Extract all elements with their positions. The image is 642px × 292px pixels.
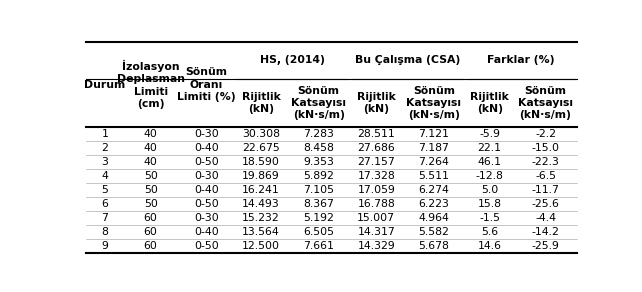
Text: Bu Çalışma (CSA): Bu Çalışma (CSA) [355, 55, 460, 65]
Text: 0-30: 0-30 [194, 213, 219, 223]
Text: Sönüm
Katsayısı
(kN·s/m): Sönüm Katsayısı (kN·s/m) [518, 86, 573, 121]
Text: 5.892: 5.892 [303, 171, 334, 181]
Text: 28.511: 28.511 [358, 129, 395, 139]
Text: 5.511: 5.511 [419, 171, 449, 181]
Text: -2.2: -2.2 [535, 129, 556, 139]
Text: -25.6: -25.6 [532, 199, 559, 209]
Text: -6.5: -6.5 [535, 171, 556, 181]
Text: 17.328: 17.328 [358, 171, 395, 181]
Text: 8.367: 8.367 [303, 199, 334, 209]
Text: 0-50: 0-50 [194, 157, 219, 167]
Text: 40: 40 [144, 129, 158, 139]
Text: Rijitlik
(kN): Rijitlik (kN) [471, 92, 509, 114]
Text: -12.8: -12.8 [476, 171, 503, 181]
Text: 16.241: 16.241 [242, 185, 280, 195]
Text: 8.458: 8.458 [303, 143, 334, 153]
Text: -14.2: -14.2 [532, 227, 559, 237]
Text: 4.964: 4.964 [419, 213, 449, 223]
Text: 15.232: 15.232 [242, 213, 280, 223]
Text: 22.1: 22.1 [478, 143, 501, 153]
Text: 19.869: 19.869 [242, 171, 280, 181]
Text: 7.121: 7.121 [419, 129, 449, 139]
Text: 7.264: 7.264 [419, 157, 449, 167]
Text: 13.564: 13.564 [242, 227, 280, 237]
Text: Rijitlik
(kN): Rijitlik (kN) [242, 92, 281, 114]
Text: 27.686: 27.686 [358, 143, 395, 153]
Text: 9.353: 9.353 [303, 157, 334, 167]
Text: 40: 40 [144, 143, 158, 153]
Text: 0-30: 0-30 [194, 171, 219, 181]
Text: 27.157: 27.157 [358, 157, 395, 167]
Text: 14.493: 14.493 [242, 199, 280, 209]
Text: 7.187: 7.187 [419, 143, 449, 153]
Text: 3: 3 [101, 157, 108, 167]
Text: 14.317: 14.317 [358, 227, 395, 237]
Text: 14.6: 14.6 [478, 241, 501, 251]
Text: 15.007: 15.007 [358, 213, 395, 223]
Text: İzolasyon
Deplasman
Limiti
(cm): İzolasyon Deplasman Limiti (cm) [117, 60, 185, 109]
Text: 5: 5 [101, 185, 108, 195]
Text: 46.1: 46.1 [478, 157, 501, 167]
Text: 6.274: 6.274 [419, 185, 449, 195]
Text: 60: 60 [144, 227, 158, 237]
Text: -5.9: -5.9 [479, 129, 500, 139]
Text: 50: 50 [144, 185, 158, 195]
Text: 2: 2 [101, 143, 108, 153]
Text: 6.223: 6.223 [419, 199, 449, 209]
Text: 4: 4 [101, 171, 108, 181]
Text: 16.788: 16.788 [358, 199, 395, 209]
Text: -11.7: -11.7 [532, 185, 559, 195]
Text: Durum: Durum [84, 79, 125, 90]
Text: 7: 7 [101, 213, 108, 223]
Text: 5.582: 5.582 [419, 227, 449, 237]
Text: 17.059: 17.059 [358, 185, 395, 195]
Text: Farklar (%): Farklar (%) [487, 55, 555, 65]
Text: 0-40: 0-40 [194, 227, 219, 237]
Text: 6.505: 6.505 [303, 227, 334, 237]
Text: Sönüm
Katsayısı
(kN·s/m): Sönüm Katsayısı (kN·s/m) [291, 86, 346, 121]
Text: 40: 40 [144, 157, 158, 167]
Text: 14.329: 14.329 [358, 241, 395, 251]
Text: 60: 60 [144, 213, 158, 223]
Text: 7.105: 7.105 [303, 185, 334, 195]
Text: 15.8: 15.8 [478, 199, 501, 209]
Text: -25.9: -25.9 [532, 241, 559, 251]
Text: HS, (2014): HS, (2014) [260, 55, 325, 65]
Text: -22.3: -22.3 [532, 157, 559, 167]
Text: 5.678: 5.678 [419, 241, 449, 251]
Text: -4.4: -4.4 [535, 213, 556, 223]
Text: Rijitlik
(kN): Rijitlik (kN) [357, 92, 395, 114]
Text: 5.0: 5.0 [481, 185, 498, 195]
Text: 0-50: 0-50 [194, 199, 219, 209]
Text: 0-30: 0-30 [194, 129, 219, 139]
Text: 5.6: 5.6 [481, 227, 498, 237]
Text: 50: 50 [144, 171, 158, 181]
Text: 0-40: 0-40 [194, 143, 219, 153]
Text: 6: 6 [101, 199, 108, 209]
Text: 12.500: 12.500 [242, 241, 280, 251]
Text: 0-40: 0-40 [194, 185, 219, 195]
Text: 9: 9 [101, 241, 108, 251]
Text: 22.675: 22.675 [242, 143, 280, 153]
Text: Sönüm
Oranı
Limiti (%): Sönüm Oranı Limiti (%) [177, 67, 236, 102]
Text: 5.192: 5.192 [303, 213, 334, 223]
Text: 0-50: 0-50 [194, 241, 219, 251]
Text: 7.661: 7.661 [303, 241, 334, 251]
Text: -1.5: -1.5 [479, 213, 500, 223]
Text: 7.283: 7.283 [303, 129, 334, 139]
Text: 18.590: 18.590 [242, 157, 280, 167]
Text: Sönüm
Katsayısı
(kN·s/m): Sönüm Katsayısı (kN·s/m) [406, 86, 462, 121]
Text: -15.0: -15.0 [532, 143, 559, 153]
Text: 60: 60 [144, 241, 158, 251]
Text: 50: 50 [144, 199, 158, 209]
Text: 8: 8 [101, 227, 108, 237]
Text: 30.308: 30.308 [242, 129, 280, 139]
Text: 1: 1 [101, 129, 108, 139]
